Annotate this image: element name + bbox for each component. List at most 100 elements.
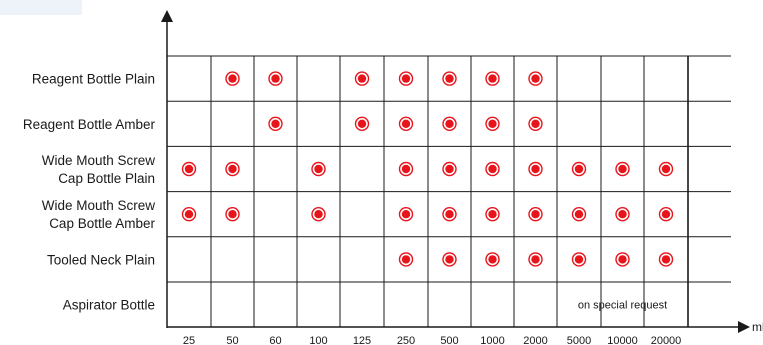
marker-dot (314, 164, 323, 174)
marker-dot (401, 119, 411, 128)
availability-marker (485, 206, 500, 222)
marker-dot (488, 255, 497, 264)
grid (167, 55, 731, 327)
availability-marker (398, 161, 414, 177)
row-label: Aspirator Bottle (63, 298, 155, 313)
row-label: Cap Bottle Amber (49, 216, 155, 231)
availability-marker (311, 206, 326, 222)
marker-dot (184, 210, 194, 219)
marker-dot (488, 210, 497, 219)
marker-dot (401, 210, 411, 219)
availability-marker (268, 71, 283, 86)
marker-dot (228, 74, 237, 83)
row-label: Tooled Neck Plain (47, 252, 155, 267)
availability-marker (658, 161, 674, 177)
marker-dot (531, 255, 540, 264)
row-label: Reagent Bottle Amber (23, 117, 156, 132)
availability-marker (528, 116, 543, 132)
marker-dot (618, 164, 627, 174)
availability-marker (442, 206, 457, 222)
availability-marker (442, 161, 457, 177)
marker-dot (228, 210, 237, 219)
row-label: Wide Mouth Screw (42, 198, 156, 213)
markers (181, 71, 674, 267)
marker-dot (618, 255, 627, 264)
x-tick-label: 1000 (480, 335, 504, 345)
availability-marker (571, 161, 587, 177)
marker-dot (574, 164, 584, 174)
marker-dot (314, 210, 323, 219)
x-axis-unit: ml (752, 320, 763, 334)
marker-dot (445, 255, 454, 264)
x-tick-label: 500 (440, 335, 458, 345)
availability-marker (398, 206, 414, 222)
availability-marker (528, 161, 543, 177)
x-tick-label: 20000 (651, 335, 682, 345)
marker-dot (228, 164, 237, 174)
availability-marker (225, 206, 240, 222)
marker-dot (488, 74, 497, 83)
availability-marker (398, 252, 414, 267)
availability-marker (181, 161, 197, 177)
availability-marker (398, 116, 414, 132)
marker-dot (271, 74, 280, 83)
corner-tab (0, 0, 82, 15)
availability-marker (354, 116, 370, 132)
availability-marker (615, 252, 630, 267)
marker-dot (445, 119, 454, 128)
x-tick-labels: 25 50 60 100 125 250 500 1000 2000 5000 10000 20000 (183, 335, 681, 345)
availability-marker (615, 161, 630, 177)
special-request-note: on special request (578, 300, 667, 312)
availability-marker (398, 71, 414, 86)
availability-marker (485, 71, 500, 86)
marker-dot (574, 210, 584, 219)
marker-dot (357, 74, 367, 83)
marker-dot (271, 119, 280, 128)
row-label: Reagent Bottle Plain (32, 72, 155, 87)
availability-marker (311, 161, 326, 177)
x-tick-label: 100 (309, 335, 327, 345)
marker-dot (661, 255, 671, 264)
marker-dot (357, 119, 367, 128)
marker-dot (488, 119, 497, 128)
availability-marker (225, 161, 240, 177)
availability-marker (442, 252, 457, 267)
marker-dot (445, 164, 454, 174)
x-tick-label: 250 (397, 335, 415, 345)
x-tick-label: 10000 (607, 335, 638, 345)
availability-marker (181, 206, 197, 222)
availability-marker (442, 71, 457, 86)
marker-dot (445, 74, 454, 83)
marker-dot (401, 164, 411, 174)
marker-dot (531, 164, 540, 174)
marker-dot (184, 164, 194, 174)
marker-dot (661, 210, 671, 219)
annotations: on special request (578, 300, 667, 312)
availability-marker (354, 71, 370, 86)
marker-dot (661, 164, 671, 174)
availability-marker (225, 71, 240, 86)
axes: ml (161, 10, 763, 334)
marker-dot (488, 164, 497, 174)
availability-marker (658, 252, 674, 267)
marker-dot (531, 210, 540, 219)
x-tick-label: 125 (353, 335, 371, 345)
availability-marker (268, 116, 283, 132)
availability-marker (615, 206, 630, 222)
marker-dot (531, 119, 540, 128)
row-label: Cap Bottle Plain (58, 171, 155, 186)
marker-dot (618, 210, 627, 219)
availability-marker (485, 252, 500, 267)
marker-dot (574, 255, 584, 264)
x-tick-label: 50 (226, 335, 238, 345)
marker-dot (401, 74, 411, 83)
availability-marker (485, 116, 500, 132)
x-tick-label: 25 (183, 335, 195, 345)
marker-dot (401, 255, 411, 264)
row-labels: Reagent Bottle Plain Reagent Bottle Amber… (23, 72, 156, 313)
availability-marker (571, 252, 587, 267)
availability-marker (571, 206, 587, 222)
availability-marker (528, 206, 543, 222)
availability-marker (528, 252, 543, 267)
